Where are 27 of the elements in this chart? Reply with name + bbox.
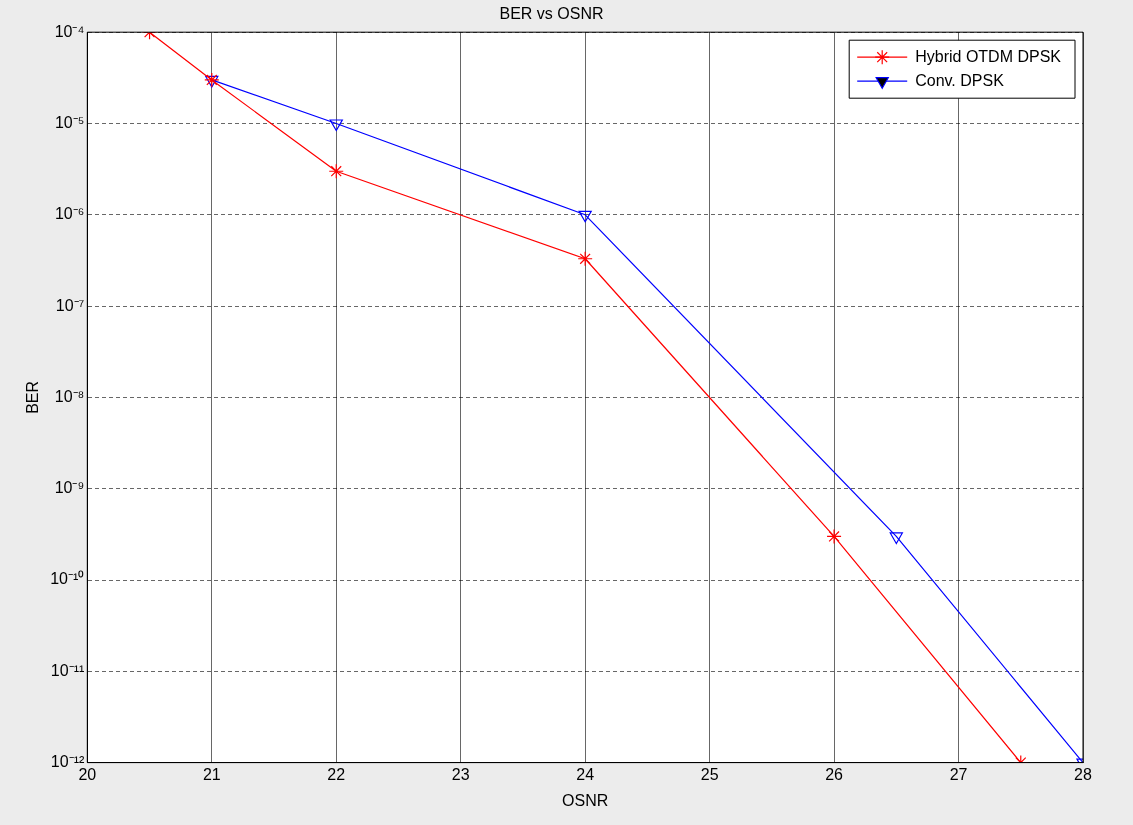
point [577, 251, 593, 267]
legend-label: Conv. DPSK [915, 71, 1005, 89]
x-tick-label: 25 [700, 765, 719, 783]
y-tick-label: 10⁻¹¹ [50, 661, 85, 679]
y-tick-label: 10⁻⁸ [54, 387, 85, 405]
x-tick-label: 24 [576, 765, 595, 783]
x-tick-label: 27 [949, 765, 968, 783]
chart-title: BER vs OSNR [499, 5, 604, 23]
x-axis-title: OSNR [562, 791, 609, 809]
y-tick-label: 10⁻⁶ [54, 205, 85, 223]
y-tick-label: 10⁻⁷ [55, 296, 85, 314]
y-axis-title: BER [24, 380, 42, 414]
point [328, 163, 344, 179]
y-tick-label: 10⁻⁴ [54, 22, 85, 40]
x-tick-label: 20 [78, 765, 97, 783]
y-tick-label: 10⁻⁹ [54, 479, 85, 497]
point [578, 210, 592, 223]
y-tick-label: 10⁻⁵ [54, 113, 85, 131]
point [826, 528, 842, 545]
x-tick-label: 21 [202, 765, 221, 783]
x-tick-label: 22 [327, 765, 346, 783]
x-tick-label: 26 [825, 765, 844, 783]
x-tick-label: 28 [1074, 765, 1092, 783]
y-tick-label: 10⁻¹⁰ [50, 570, 85, 588]
x-tick-label: 23 [451, 765, 470, 783]
point [329, 119, 343, 132]
legend-label: Hybrid OTDM DPSK [915, 47, 1062, 65]
